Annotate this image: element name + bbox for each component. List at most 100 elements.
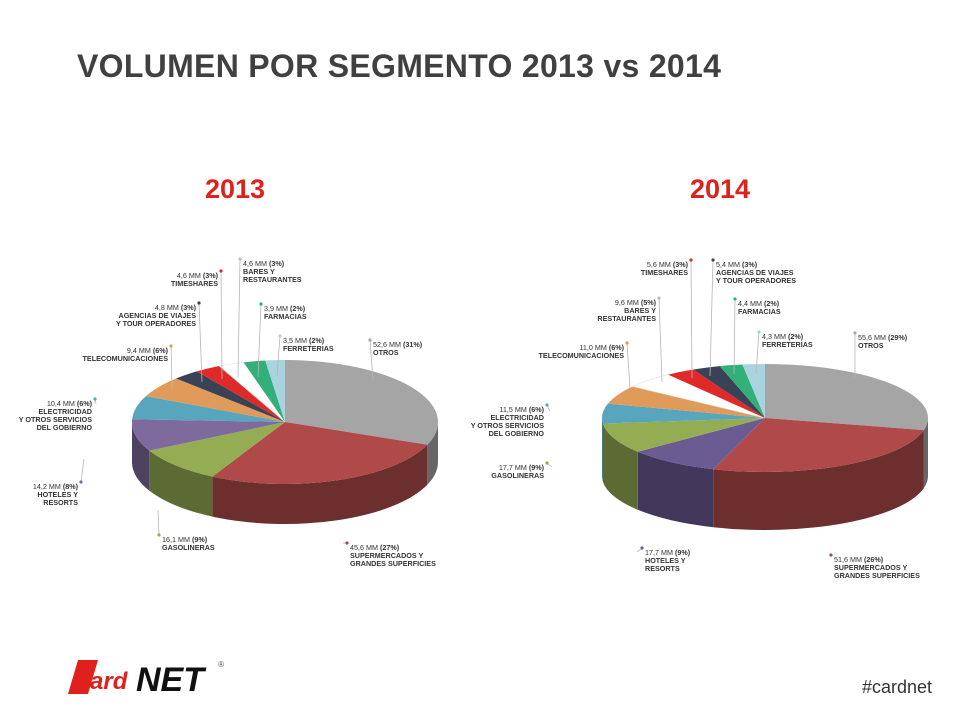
slice-name-supermercados-y-grandes-superficies: SUPERMERCADOS Y xyxy=(350,551,424,560)
pie-slice-electricidad-y-otros-servicios-del-gobierno xyxy=(602,403,765,424)
slice-name-ferreterias: FERRETERIAS xyxy=(283,344,334,353)
leader-dot-farmacias xyxy=(733,297,737,301)
slice-percent: (5%) xyxy=(641,298,657,307)
slice-name-electricidad-y-otros-servicios-del-gobierno: Y OTROS SERVICIOS xyxy=(19,415,92,424)
slice-percent: (9%) xyxy=(529,463,545,472)
slice-name-bares-y-restaurantes: RESTAURANTES xyxy=(243,275,302,284)
pie-slice-ferreterias xyxy=(265,360,285,422)
slice-name-telecomunicaciones: TELECOMUNICACIONES xyxy=(83,354,169,363)
slice-name-electricidad-y-otros-servicios-del-gobierno: DEL GOBIERNO xyxy=(37,423,93,432)
leader-line-hoteles-y-resorts xyxy=(80,458,85,483)
leader-line-farmacias xyxy=(733,298,736,375)
slice-name-gasolineras: GASOLINERAS xyxy=(491,471,544,480)
leader-dot-bares-y-restaurantes xyxy=(238,257,242,261)
slice-percent: (8%) xyxy=(63,482,79,491)
pie-side-supermercados-y-grandes-superficies xyxy=(212,444,428,524)
slice-value: 4,8 MM xyxy=(155,303,181,312)
slice-percent: (2%) xyxy=(764,299,780,308)
leader-line-bares-y-restaurantes xyxy=(237,258,241,378)
pie-slice-bares-y-restaurantes xyxy=(631,374,766,419)
leader-line-agencias-de-viajes-y-tour-operadores xyxy=(198,302,203,383)
slice-percent: (26%) xyxy=(864,555,884,564)
slice-label-hoteles-y-resorts: 17,7 MM (9%) xyxy=(645,548,691,557)
slice-name-hoteles-y-resorts: HOTELES Y xyxy=(645,556,686,565)
slice-value: 10,4 MM xyxy=(47,399,77,408)
pie-side-otros xyxy=(427,422,439,485)
slice-value: 9,4 MM xyxy=(127,346,153,355)
pie-slice-gasolineras xyxy=(149,422,285,477)
slice-label-gasolineras: 17,7 MM (9%) xyxy=(499,463,545,472)
leader-line-telecomunicaciones xyxy=(626,342,631,389)
slice-percent: (2%) xyxy=(309,336,325,345)
pie-side-gasolineras xyxy=(602,423,638,510)
slice-percent: (9%) xyxy=(192,535,208,544)
slice-value: 11,5 MM xyxy=(499,405,528,414)
slice-label-telecomunicaciones: 9,4 MM (6%) xyxy=(127,346,169,355)
slice-label-otros: 52,6 MM (31%) xyxy=(373,340,423,349)
slice-label-agencias-de-viajes-y-tour-operadores: 5,4 MM (3%) xyxy=(716,260,758,269)
logo-text-net: NET xyxy=(136,661,207,698)
slice-value: 3,5 MM xyxy=(283,336,309,345)
slice-label-timeshares: 4,6 MM (3%) xyxy=(177,271,219,280)
leader-dot-telecomunicaciones xyxy=(169,344,173,348)
slice-name-electricidad-y-otros-servicios-del-gobierno: DEL GOBIERNO xyxy=(489,429,545,438)
slice-value: 4,4 MM xyxy=(738,299,764,308)
leader-line-ferreterias xyxy=(276,335,281,377)
slice-name-electricidad-y-otros-servicios-del-gobierno: ELECTRICIDAD xyxy=(38,407,92,416)
slice-name-agencias-de-viajes-y-tour-operadores: AGENCIAS DE VIAJES xyxy=(716,268,794,277)
slice-percent: (3%) xyxy=(269,259,285,268)
pie-slice-otros xyxy=(765,364,928,431)
slice-name-supermercados-y-grandes-superficies: SUPERMERCADOS Y xyxy=(834,563,908,572)
pie-slice-agencias-de-viajes-y-tour-operadores xyxy=(176,371,285,422)
slice-value: 55,6 MM xyxy=(858,333,888,342)
pie-side-gasolineras xyxy=(149,450,213,517)
hashtag: #cardnet xyxy=(861,677,932,697)
slice-percent: (31%) xyxy=(403,340,423,349)
slice-name-supermercados-y-grandes-superficies: GRANDES SUPERFICIES xyxy=(350,559,436,568)
slice-label-agencias-de-viajes-y-tour-operadores: 4,8 MM (3%) xyxy=(155,303,197,312)
leader-dot-timeshares xyxy=(689,258,693,262)
slice-percent: (6%) xyxy=(529,405,545,414)
cardnet-logo: ard NET ® xyxy=(68,660,224,698)
leader-dot-farmacias xyxy=(259,302,263,306)
slice-name-electricidad-y-otros-servicios-del-gobierno: ELECTRICIDAD xyxy=(490,413,544,422)
leader-line-telecomunicaciones xyxy=(170,345,173,389)
slice-percent: (3%) xyxy=(742,260,758,269)
pie-slice-gasolineras xyxy=(602,418,765,452)
pie-slices xyxy=(602,364,928,472)
slice-value: 5,6 MM xyxy=(647,260,673,269)
pie-side-walls xyxy=(602,418,928,530)
slice-name-farmacias: FARMACIAS xyxy=(738,307,781,316)
slice-name-hoteles-y-resorts: RESORTS xyxy=(645,564,680,573)
slice-name-hoteles-y-resorts: RESORTS xyxy=(43,498,78,507)
pie-slice-telecomunicaciones xyxy=(145,378,285,422)
slice-percent: (29%) xyxy=(888,333,908,342)
slice-value: 52,6 MM xyxy=(373,340,403,349)
slice-label-gasolineras: 16,1 MM (9%) xyxy=(162,535,208,544)
chart-2013-title: 2013 xyxy=(205,174,266,204)
leader-dot-ferreterias xyxy=(757,330,761,334)
slice-label-timeshares: 5,6 MM (3%) xyxy=(647,260,689,269)
slice-percent: (2%) xyxy=(788,332,804,341)
slice-label-electricidad-y-otros-servicios-del-gobierno: 11,5 MM (6%) xyxy=(499,405,544,414)
pie-slice-supermercados-y-grandes-superficies xyxy=(713,418,924,472)
leader-dot-electricidad-y-otros-servicios-del-gobierno xyxy=(545,403,549,407)
slice-name-bares-y-restaurantes: BARES Y xyxy=(624,306,656,315)
pie-slice-bares-y-restaurantes xyxy=(218,361,286,423)
leader-line-ferreterias xyxy=(755,331,760,374)
slice-name-otros: OTROS xyxy=(373,348,399,357)
pie-slice-hoteles-y-resorts xyxy=(637,418,765,470)
slice-value: 3,9 MM xyxy=(264,304,290,313)
slice-percent: (6%) xyxy=(77,399,93,408)
logo-stripe xyxy=(68,660,98,694)
slice-label-farmacias: 4,4 MM (2%) xyxy=(738,299,780,308)
logo-text-ard: ard xyxy=(90,668,129,695)
pie-side-hoteles-y-resorts xyxy=(132,422,150,491)
pie-side-otros xyxy=(923,418,928,489)
slice-value: 11,0 MM xyxy=(579,343,608,352)
slice-value: 4,6 MM xyxy=(177,271,203,280)
leader-dot-gasolineras xyxy=(545,461,549,465)
slice-name-agencias-de-viajes-y-tour-operadores: AGENCIAS DE VIAJES xyxy=(119,311,197,320)
